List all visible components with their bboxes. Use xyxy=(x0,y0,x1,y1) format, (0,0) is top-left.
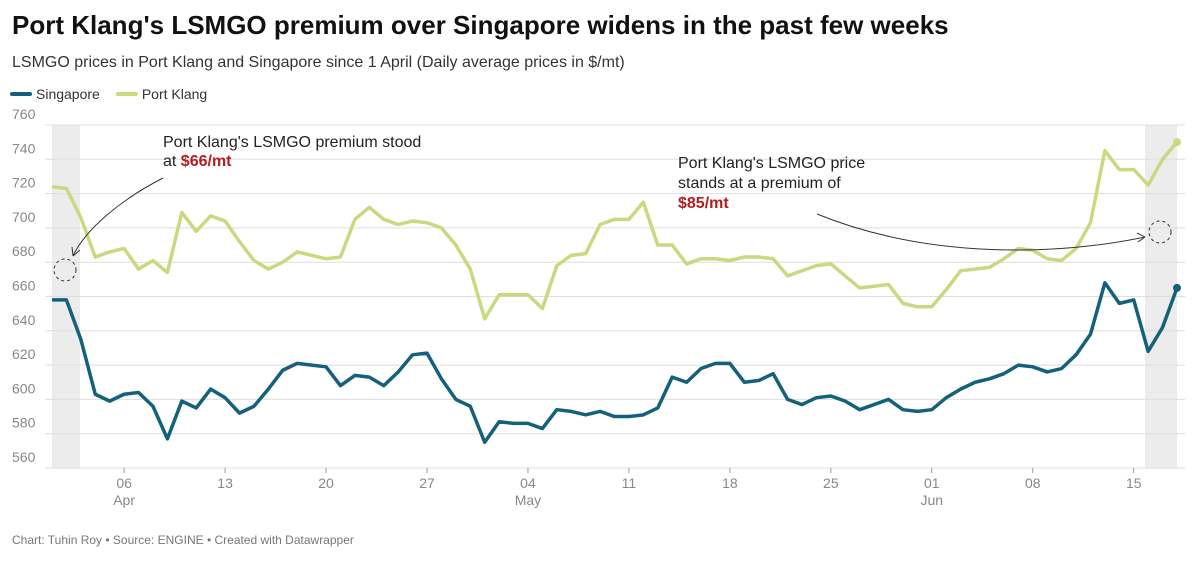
y-tick-label: 760 xyxy=(12,106,36,122)
y-tick-label: 580 xyxy=(12,415,36,431)
arrow xyxy=(72,177,164,257)
annotation: Port Klang's LSMGO premium stood xyxy=(163,134,421,151)
highlight-circle xyxy=(53,258,77,282)
y-tick-label: 640 xyxy=(12,312,36,328)
footer: Chart: Tuhin Roy • Source: ENGINE • Crea… xyxy=(12,533,354,547)
y-tick-label: 660 xyxy=(12,278,36,294)
annotation: stands at a premium of xyxy=(678,175,841,192)
x-tick-label: 04 xyxy=(520,475,536,491)
line xyxy=(52,281,1179,445)
y-tick-label: 740 xyxy=(12,140,36,156)
annotation-highlight: $85/mt xyxy=(678,195,729,212)
end-dot xyxy=(1173,283,1181,292)
y-tick-label: 700 xyxy=(12,209,36,225)
x-tick-label: 08 xyxy=(1025,475,1041,491)
y-tick-label: 600 xyxy=(12,380,36,396)
arrowhead xyxy=(71,246,81,257)
annotation: Port Klang's LSMGO price xyxy=(678,155,865,172)
y-tick-label: 560 xyxy=(12,449,36,465)
y-tick-label: 620 xyxy=(12,346,36,362)
annotation: at xyxy=(163,153,177,170)
x-tick-month: Jun xyxy=(921,492,944,508)
subtitle: LSMGO prices in Port Klang and Singapore… xyxy=(12,54,625,71)
chart-title: Port Klang's LSMGO premium over Singapor… xyxy=(12,10,949,40)
x-tick-label: 06 xyxy=(116,475,132,491)
annotation-highlight: $66/mt xyxy=(181,153,232,170)
end-dot xyxy=(1173,138,1181,147)
x-tick-month: Apr xyxy=(113,492,135,508)
x-tick-label: 13 xyxy=(217,475,233,491)
highlight-circle xyxy=(1148,220,1172,244)
x-tick-label: 18 xyxy=(722,475,738,491)
annotation: at $66/mt xyxy=(163,153,232,170)
y-tick-label: 720 xyxy=(12,175,36,191)
legend-label: Port Klang xyxy=(142,86,207,102)
legend-label: Singapore xyxy=(36,86,100,102)
x-tick-label: 20 xyxy=(318,475,334,491)
x-tick-month: May xyxy=(515,492,541,508)
x-tick-label: 11 xyxy=(622,475,637,491)
x-tick-label: 27 xyxy=(419,475,435,491)
arrowhead xyxy=(1136,232,1146,243)
arrow xyxy=(816,213,1146,251)
y-tick-label: 680 xyxy=(12,243,36,259)
x-tick-label: 25 xyxy=(823,475,839,491)
line xyxy=(51,141,1179,321)
x-tick-label: 15 xyxy=(1126,475,1142,491)
x-tick-label: 01 xyxy=(924,475,940,491)
